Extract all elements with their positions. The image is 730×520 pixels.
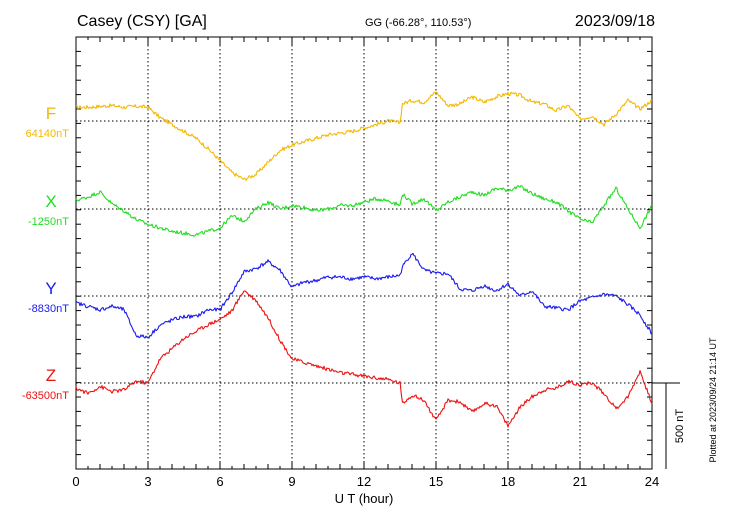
- series-x: X -1250nT: [28, 184, 653, 237]
- x-tick-label: 18: [501, 474, 515, 489]
- x-axis-label: U T (hour): [335, 491, 394, 506]
- series-y: Y -8830nT: [28, 252, 652, 339]
- x-tick-label: 9: [288, 474, 295, 489]
- x-tick-label: 24: [645, 474, 659, 489]
- axis-ticks: [75, 37, 653, 470]
- baseline-value-label: -63500nT: [22, 390, 69, 402]
- station-coordinates: GG (-66.28°, 110.53°): [365, 17, 471, 29]
- x-tick-labels: 0 3 6 9 12 15 18 21 24: [72, 474, 659, 489]
- scale-bar-label: 500 nT: [674, 409, 686, 444]
- scale-bar: 500 nT: [652, 382, 686, 469]
- x-tick-label: 15: [429, 474, 443, 489]
- plot-timestamp: Plotted at 2023/09/24 21:14 UT: [708, 337, 718, 463]
- x-tick-label: 21: [573, 474, 587, 489]
- x-tick-label: 12: [357, 474, 371, 489]
- chart-date: 2023/09/18: [575, 13, 655, 30]
- x-tick-label: 0: [72, 474, 79, 489]
- series-name-label: Z: [46, 366, 56, 385]
- series-name-label: X: [45, 192, 56, 211]
- baseline-value-label: 64140nT: [26, 128, 70, 140]
- series-line: [75, 184, 653, 237]
- series-f: F 64140nT: [26, 91, 653, 182]
- grid: [76, 37, 652, 469]
- baseline-value-label: -8830nT: [28, 303, 69, 315]
- series-z: Z -63500nT: [22, 290, 653, 428]
- x-tick-label: 3: [144, 474, 151, 489]
- baseline-value-label: -1250nT: [28, 216, 69, 228]
- series-line: [75, 91, 653, 182]
- x-tick-label: 6: [216, 474, 223, 489]
- series-group: F 64140nT X -1250nT Y -8830nT Z -63500nT: [22, 91, 653, 428]
- series-line: [75, 252, 652, 339]
- series-name-label: F: [46, 104, 56, 123]
- series-line: [75, 290, 653, 428]
- series-name-label: Y: [45, 279, 56, 298]
- chart-title: Casey (CSY) [GA]: [77, 13, 207, 30]
